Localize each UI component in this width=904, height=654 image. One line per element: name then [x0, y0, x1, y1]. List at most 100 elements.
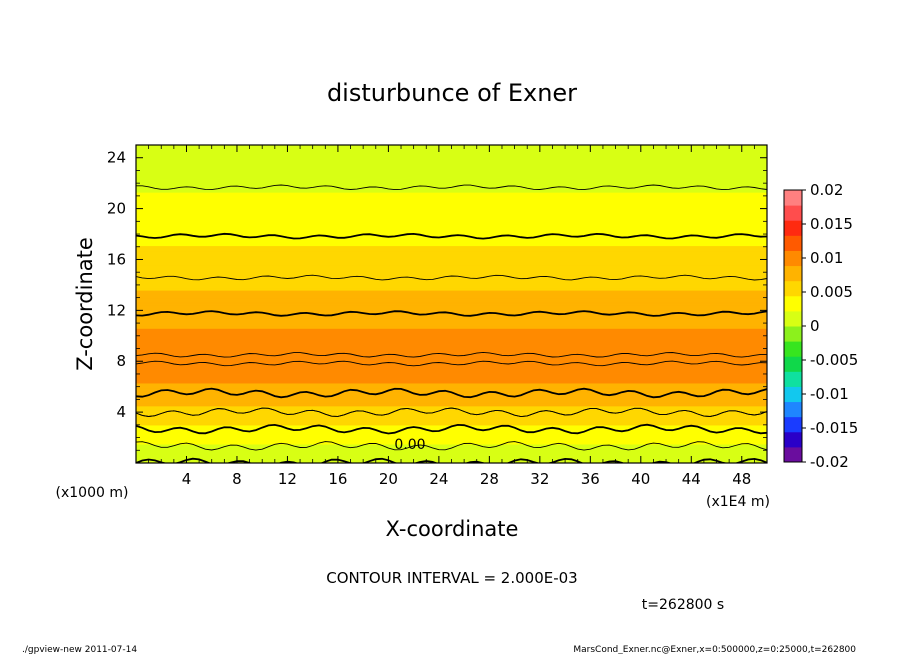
field-band [136, 222, 767, 225]
field-band [136, 441, 767, 444]
field-band [136, 381, 767, 384]
field-band [136, 309, 767, 311]
field-band [136, 184, 767, 187]
field-band [136, 272, 767, 275]
field-band [136, 446, 767, 449]
field-band [136, 413, 767, 416]
field-band [136, 432, 767, 435]
field-band [136, 236, 767, 239]
field-band [136, 399, 767, 402]
field-band [136, 287, 767, 290]
field-band [136, 443, 767, 446]
field-band [136, 320, 767, 323]
field-band [136, 197, 767, 200]
colorbar-swatch [784, 341, 802, 357]
field-band [136, 204, 767, 207]
field-band [136, 293, 767, 296]
field-band [136, 208, 767, 211]
colorbar-tick-label: -0.01 [810, 385, 849, 403]
field-band [136, 188, 767, 191]
field-band [136, 326, 767, 329]
field-band [136, 253, 767, 255]
field-band [136, 249, 767, 252]
field-band [136, 259, 767, 262]
field-band [136, 180, 767, 183]
field-band [136, 310, 767, 313]
field-band [136, 227, 767, 230]
x-tick-label: 12 [278, 470, 297, 488]
field-band [136, 300, 767, 303]
field-band [136, 216, 767, 219]
y-unit-label: (x1000 m) [56, 485, 129, 501]
field-band [136, 317, 767, 320]
field-band [136, 202, 767, 205]
field-band [136, 267, 767, 269]
colorbar-swatch [784, 431, 802, 448]
field-band [136, 273, 767, 276]
field-band [136, 447, 767, 450]
field-band [136, 385, 767, 388]
field-band [136, 157, 767, 160]
field-band [136, 169, 767, 172]
field-band [136, 422, 767, 425]
field-band [136, 343, 767, 346]
field-band [136, 282, 767, 285]
field-band [136, 393, 767, 395]
field-band [136, 225, 767, 228]
field-band [136, 306, 767, 309]
field-band [136, 209, 767, 212]
field-band [136, 291, 767, 294]
field-band [136, 428, 767, 431]
field-band [136, 376, 767, 379]
field-band [136, 345, 767, 348]
field-band [136, 452, 767, 455]
field-band [136, 264, 767, 267]
field-band [136, 207, 767, 210]
field-band [136, 331, 767, 334]
field-band [136, 334, 767, 337]
x-tick-label: 4 [182, 470, 192, 488]
field-band [136, 162, 767, 165]
field-band [136, 172, 767, 175]
field-band [136, 348, 767, 351]
field-band [136, 451, 767, 454]
field-band [136, 362, 767, 365]
field-band [136, 456, 767, 459]
footer-right: MarsCond_Exner.nc@Exner,x=0:500000,z=0:2… [573, 645, 856, 654]
field-band [136, 352, 767, 355]
colorbar-swatch [784, 326, 802, 342]
field-band [136, 379, 767, 381]
field-band [136, 361, 767, 364]
field-band [136, 183, 767, 186]
field-band [136, 328, 767, 331]
field-band [136, 269, 767, 272]
colorbar-tick-label: 0.015 [810, 215, 853, 233]
x-unit-label: (x1E4 m) [706, 494, 770, 510]
field-band [136, 195, 767, 198]
field-band [136, 160, 767, 163]
field-band [136, 155, 767, 158]
field-band [136, 158, 767, 161]
field-band [136, 307, 767, 310]
field-band [136, 363, 767, 366]
field-band [136, 387, 767, 390]
field-band [136, 262, 767, 264]
field-band [136, 268, 767, 271]
field-band [136, 412, 767, 414]
field-band [136, 161, 767, 164]
field-band [136, 427, 767, 430]
field-band [136, 344, 767, 347]
field-band [136, 440, 767, 442]
x-tick-label: 20 [379, 470, 398, 488]
field-band [136, 395, 767, 398]
x-axis-title: X-coordinate [386, 517, 519, 541]
field-band [136, 200, 767, 203]
field-band [136, 305, 767, 308]
field-band [136, 152, 767, 155]
field-band [136, 365, 767, 367]
contour-line [136, 184, 767, 191]
y-tick-label: 12 [107, 301, 126, 319]
field-band [136, 283, 767, 286]
field-band [136, 455, 767, 458]
colorbar-tick-label: -0.015 [810, 419, 858, 437]
